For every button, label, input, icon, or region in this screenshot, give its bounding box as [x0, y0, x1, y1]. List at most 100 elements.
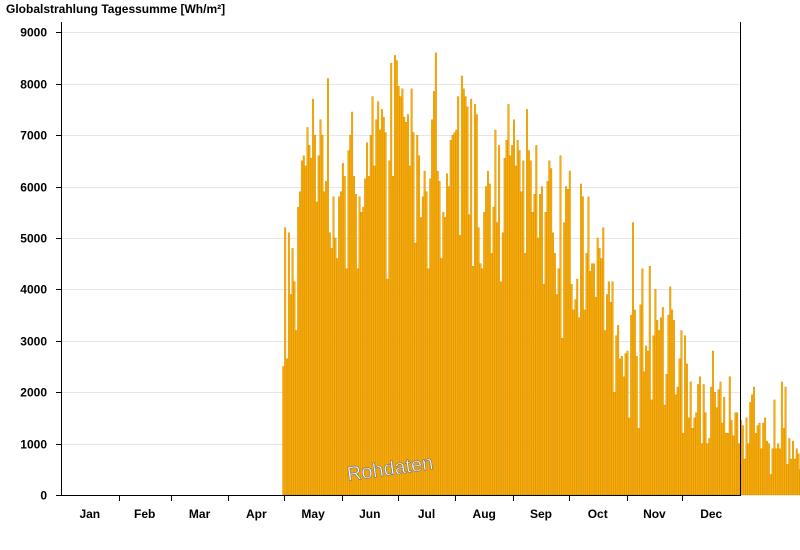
- bar: [503, 158, 506, 496]
- bar: [609, 302, 612, 496]
- bar: [752, 386, 755, 496]
- bar: [646, 350, 649, 496]
- bar: [624, 353, 627, 496]
- bar: [529, 160, 532, 496]
- x-tick-label: Jun: [359, 507, 380, 521]
- bar: [535, 145, 538, 496]
- bar: [540, 186, 543, 496]
- bar: [433, 91, 435, 496]
- bar: [628, 417, 631, 496]
- bar: [713, 391, 716, 496]
- bar: [293, 281, 296, 496]
- bar: [462, 88, 465, 496]
- bar: [771, 448, 774, 496]
- y-tick-label: 9000: [20, 26, 47, 40]
- bar: [362, 206, 365, 496]
- bar: [360, 212, 363, 496]
- bar: [425, 191, 428, 496]
- bar: [446, 173, 448, 496]
- bar: [306, 127, 309, 496]
- bar: [792, 440, 794, 496]
- bar: [457, 96, 460, 496]
- bar: [486, 170, 489, 496]
- bar: [566, 188, 569, 496]
- bar: [578, 317, 581, 496]
- bar: [587, 196, 590, 496]
- bar: [516, 140, 519, 496]
- bar: [548, 160, 551, 496]
- bar: [576, 278, 579, 496]
- bar: [712, 350, 714, 496]
- bar: [699, 376, 701, 496]
- bar: [364, 178, 367, 496]
- bar: [630, 314, 633, 496]
- bar: [645, 345, 648, 496]
- bar: [749, 402, 752, 496]
- bar: [345, 268, 348, 496]
- bar: [585, 253, 588, 496]
- bar: [488, 183, 491, 496]
- x-tick-label: Apr: [246, 507, 267, 521]
- bar: [766, 440, 768, 496]
- bar: [453, 132, 456, 496]
- bar: [682, 433, 685, 496]
- bar: [607, 281, 610, 496]
- bar: [341, 163, 344, 496]
- bar: [343, 176, 346, 496]
- bar: [470, 98, 473, 496]
- bar: [641, 268, 644, 496]
- bar: [526, 109, 528, 496]
- bar: [499, 281, 502, 496]
- bar: [637, 427, 640, 496]
- bar: [392, 176, 395, 496]
- bar: [762, 422, 765, 496]
- bar: [408, 165, 411, 496]
- bar: [522, 160, 525, 496]
- bar: [410, 88, 413, 496]
- bar: [380, 109, 383, 496]
- bar: [793, 458, 796, 496]
- y-tick-label: 8000: [20, 78, 47, 92]
- bar: [377, 101, 380, 496]
- bar: [319, 119, 322, 496]
- bar: [479, 263, 482, 496]
- bar: [635, 356, 638, 496]
- bar: [732, 435, 735, 496]
- bar: [399, 96, 402, 496]
- bar: [574, 299, 577, 496]
- y-tick-label: 4000: [20, 283, 47, 297]
- y-tick-label: 6000: [20, 181, 47, 195]
- bar: [505, 140, 508, 496]
- bar: [632, 222, 634, 496]
- bar: [351, 111, 354, 496]
- bar: [302, 155, 305, 496]
- bar: [769, 474, 772, 496]
- bar: [282, 366, 285, 496]
- bar: [704, 412, 707, 496]
- bar: [466, 106, 469, 496]
- bar: [611, 281, 614, 496]
- bar: [695, 412, 698, 496]
- bar: [373, 165, 376, 496]
- x-tick-label: Feb: [134, 507, 155, 521]
- bar: [313, 134, 316, 496]
- bar: [334, 237, 337, 496]
- bar: [726, 433, 729, 496]
- bar: [572, 309, 575, 496]
- bar: [661, 307, 664, 496]
- bar: [725, 433, 728, 496]
- bar: [747, 443, 750, 496]
- bar: [416, 134, 419, 496]
- bar: [390, 62, 393, 496]
- bar: [533, 194, 536, 496]
- bar: [565, 186, 568, 496]
- bar: [665, 374, 668, 496]
- bar: [719, 381, 722, 496]
- bar: [434, 52, 437, 496]
- bar: [287, 232, 290, 496]
- bar: [421, 196, 424, 496]
- bar: [643, 371, 646, 496]
- bar: [483, 212, 486, 496]
- bar: [507, 104, 510, 496]
